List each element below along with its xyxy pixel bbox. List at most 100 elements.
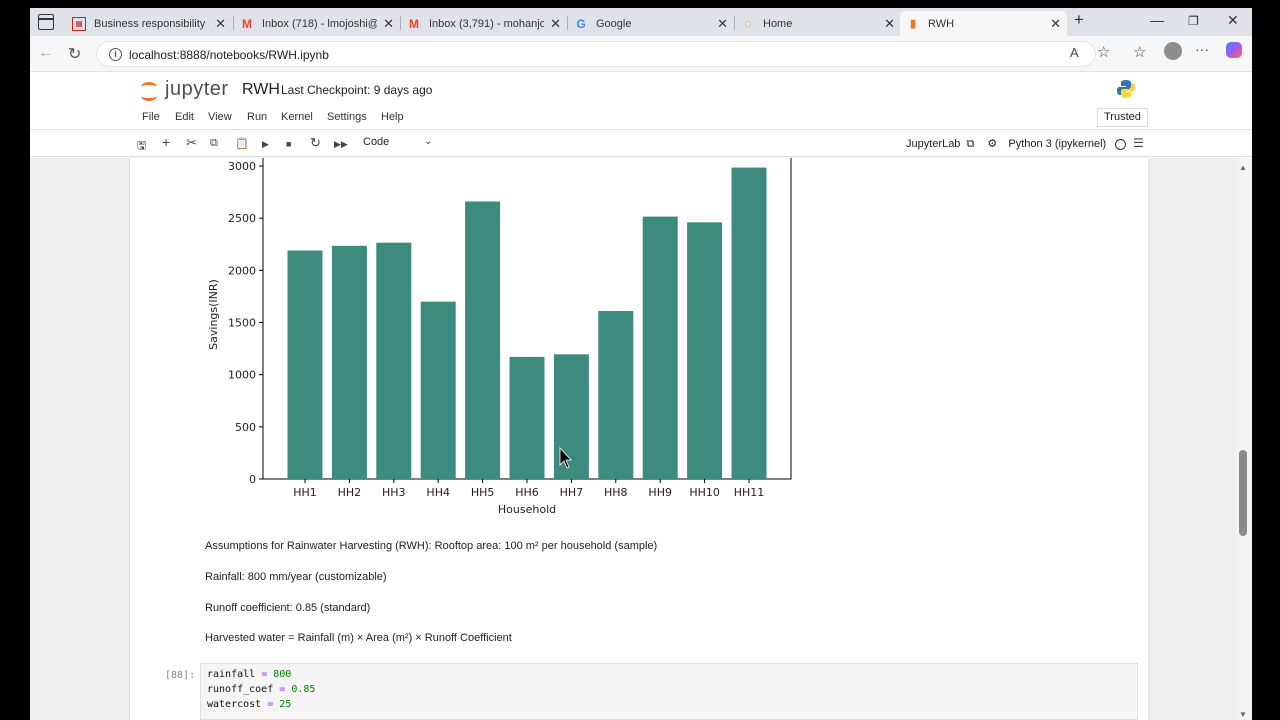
code-operator: = (261, 669, 268, 680)
close-icon[interactable]: ✕ (884, 15, 895, 31)
browser-tab[interactable]: M Inbox (718) - lmojoshi@g ✕ (234, 11, 400, 36)
scroll-down-icon[interactable]: ▼ (1239, 710, 1247, 719)
bar-hh1 (287, 250, 323, 479)
browser-window: ▤ Business responsibility an ✕ M Inbox (… (30, 8, 1252, 720)
browser-tab[interactable]: ▤ Business responsibility an ✕ (66, 11, 232, 36)
x-axis-label: Household (498, 503, 556, 516)
copilot-icon[interactable] (1226, 42, 1242, 58)
close-icon[interactable]: ✕ (1050, 15, 1061, 31)
gear-icon[interactable]: ⚙ (987, 138, 998, 150)
notebook-title[interactable]: RWH (242, 81, 280, 98)
minimize-icon[interactable]: — (1150, 12, 1164, 28)
menu-icon[interactable]: ☰ (1133, 136, 1144, 150)
x-tick-label: HH11 (734, 486, 765, 499)
tab-strip: ▤ Business responsibility an ✕ M Inbox (… (30, 8, 1252, 36)
close-icon[interactable]: ✕ (717, 15, 728, 31)
close-icon[interactable]: ✕ (383, 15, 394, 31)
x-tick-label: HH6 (515, 486, 539, 499)
x-tick-label: HH9 (648, 486, 672, 499)
browser-tab[interactable]: M Inbox (3,791) - mohanjos ✕ (401, 11, 567, 36)
cell-type-select[interactable]: Code (363, 136, 390, 148)
bar-hh3 (376, 242, 412, 479)
favorite-icon[interactable]: ☆ (1097, 44, 1111, 61)
tab-separator (567, 16, 568, 30)
read-aloud-icon[interactable]: A (1070, 45, 1079, 60)
bar-hh4 (420, 301, 456, 479)
scrollbar[interactable] (1236, 158, 1252, 720)
chevron-down-icon[interactable]: ⌄ (424, 136, 433, 147)
x-tick-label: HH2 (338, 486, 362, 499)
code-cell-editor[interactable]: rainfall = 800 runoff_coef = 0.85 waterc… (200, 663, 1138, 720)
code-line[interactable]: runoff_coef = 0.85 (207, 684, 315, 695)
jupyter-logo[interactable]: jupyter (141, 78, 229, 101)
save-icon[interactable]: 🖫 (137, 140, 147, 152)
bar-hh5 (465, 201, 501, 479)
external-link-icon[interactable]: ⧉ (966, 138, 975, 150)
address-bar[interactable]: i localhost:8888/notebooks/RWH.ipynb (96, 41, 1096, 67)
y-axis: 0 500 1000 1500 2000 2500 3000 (228, 160, 263, 486)
tab-separator (400, 16, 401, 30)
close-window-icon[interactable]: ✕ (1227, 12, 1239, 28)
checkpoint-status: Last Checkpoint: 9 days ago (281, 83, 433, 97)
menu-view[interactable]: View (208, 111, 232, 123)
more-icon[interactable]: ··· (1195, 41, 1209, 57)
bars (287, 167, 767, 479)
scroll-up-icon[interactable]: ▲ (1239, 163, 1247, 172)
code-number: 0.85 (291, 684, 316, 695)
menu-help[interactable]: Help (381, 111, 404, 123)
x-tick-label: HH1 (293, 486, 317, 499)
jupyterlab-link[interactable]: JupyterLab (906, 138, 961, 150)
menu-edit[interactable]: Edit (175, 111, 194, 123)
menu-file[interactable]: File (142, 111, 160, 123)
menu-run[interactable]: Run (247, 111, 268, 123)
close-icon[interactable]: ✕ (215, 15, 226, 31)
mouse-cursor-icon (559, 446, 572, 469)
kernel-name[interactable]: Python 3 (ipykernel) (1008, 138, 1107, 150)
markdown-runoff: Runoff coefficient: 0.85 (standard) (205, 602, 371, 614)
browser-tab[interactable]: ◌ Home ✕ (735, 11, 901, 36)
address-bar-row: ← ↻ i localhost:8888/notebooks/RWH.ipynb… (30, 36, 1252, 72)
fast-forward-icon[interactable]: ▶▶ (334, 139, 348, 149)
menu-settings[interactable]: Settings (327, 111, 367, 123)
bar-hh11 (731, 167, 767, 479)
jupyter-logo-icon (141, 79, 159, 101)
trusted-indicator[interactable]: Trusted (1097, 108, 1148, 127)
restore-icon[interactable]: ❐ (1188, 14, 1199, 28)
pdf-icon: ▤ (72, 16, 86, 31)
scrollbar-thumb[interactable] (1239, 450, 1247, 536)
add-cell-icon[interactable]: + (162, 134, 171, 150)
browser-tab[interactable]: G Google ✕ (568, 11, 734, 36)
run-icon[interactable]: ▶ (262, 139, 269, 149)
code-variable: runoff_coef (207, 684, 274, 695)
favorites-icon[interactable]: ☆ (1133, 44, 1147, 61)
close-icon[interactable]: ✕ (550, 15, 561, 31)
code-operator: = (267, 699, 274, 710)
stop-icon[interactable]: ■ (286, 139, 292, 149)
x-tick-label: HH4 (426, 486, 450, 499)
jupyter-logo-text: jupyter (165, 78, 229, 100)
back-icon[interactable]: ← (38, 44, 54, 61)
reload-icon[interactable]: ↻ (68, 46, 82, 63)
paste-icon[interactable]: 📋 (235, 138, 249, 150)
kernel-status-icon (1115, 139, 1126, 150)
copy-icon[interactable]: ⧉ (210, 137, 218, 149)
info-icon[interactable]: i (109, 48, 122, 61)
browser-tab-active[interactable]: ▮ RWH ✕ (900, 11, 1067, 36)
url-text[interactable]: localhost:8888/notebooks/RWH.ipynb (129, 48, 329, 62)
profile-avatar[interactable] (1164, 42, 1182, 60)
x-tick-label: HH3 (382, 486, 406, 499)
code-line[interactable]: watercost = 25 (207, 699, 291, 710)
restart-icon[interactable]: ↻ (310, 135, 321, 150)
markdown-assumptions: Assumptions for Rainwater Harvesting (RW… (205, 540, 658, 552)
code-number: 25 (279, 699, 292, 710)
tab-actions-icon[interactable] (38, 14, 54, 30)
x-tick-label: HH10 (689, 486, 720, 499)
jupyter-header: jupyter RWH Last Checkpoint: 9 days ago (30, 72, 1252, 106)
new-tab-icon[interactable]: + (1074, 10, 1084, 29)
y-tick-label: 1500 (228, 317, 256, 330)
markdown-rainfall: Rainfall: 800 mm/year (customizable) (205, 571, 387, 583)
code-line[interactable]: rainfall = 800 (207, 669, 291, 680)
cut-icon[interactable]: ✂ (186, 135, 197, 150)
x-tick-label: HH7 (560, 486, 584, 499)
menu-kernel[interactable]: Kernel (281, 111, 313, 123)
